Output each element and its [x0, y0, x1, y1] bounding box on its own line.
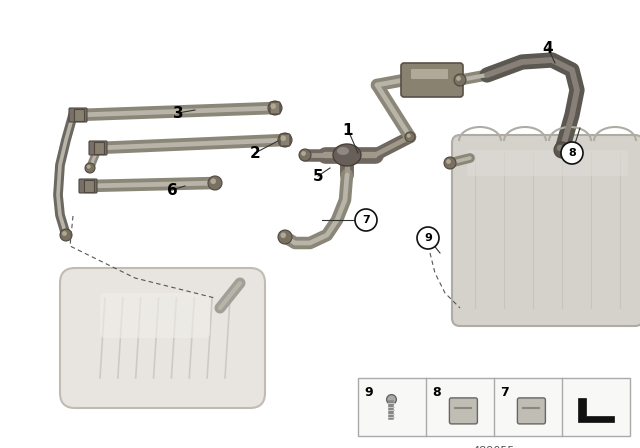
- Text: 489055: 489055: [473, 446, 515, 448]
- Text: 1: 1: [343, 122, 353, 138]
- Text: 3: 3: [173, 105, 183, 121]
- Circle shape: [87, 165, 91, 169]
- Text: 8: 8: [432, 386, 440, 399]
- Circle shape: [417, 227, 439, 249]
- Text: 6: 6: [166, 182, 177, 198]
- Circle shape: [301, 151, 306, 156]
- Text: 5: 5: [313, 168, 323, 184]
- Circle shape: [211, 178, 216, 184]
- Circle shape: [278, 133, 292, 147]
- Circle shape: [557, 145, 563, 151]
- Circle shape: [268, 101, 282, 115]
- FancyBboxPatch shape: [280, 134, 290, 146]
- Circle shape: [299, 149, 311, 161]
- FancyBboxPatch shape: [79, 179, 97, 193]
- Circle shape: [561, 142, 583, 164]
- Circle shape: [280, 135, 286, 141]
- Circle shape: [554, 142, 570, 158]
- Circle shape: [407, 134, 411, 138]
- Circle shape: [405, 132, 415, 142]
- Polygon shape: [74, 109, 84, 121]
- FancyBboxPatch shape: [411, 69, 448, 79]
- Ellipse shape: [337, 147, 349, 155]
- Circle shape: [278, 230, 292, 244]
- FancyBboxPatch shape: [89, 141, 107, 155]
- Circle shape: [60, 229, 72, 241]
- Ellipse shape: [333, 144, 361, 166]
- Text: 2: 2: [250, 146, 260, 160]
- Text: 8: 8: [568, 148, 576, 158]
- Bar: [358, 378, 630, 436]
- FancyBboxPatch shape: [270, 102, 280, 114]
- Circle shape: [454, 74, 466, 86]
- FancyBboxPatch shape: [401, 63, 463, 97]
- FancyBboxPatch shape: [467, 150, 628, 176]
- FancyBboxPatch shape: [100, 293, 210, 338]
- FancyBboxPatch shape: [69, 108, 87, 122]
- Circle shape: [280, 233, 286, 238]
- FancyBboxPatch shape: [60, 268, 265, 408]
- Circle shape: [456, 76, 461, 81]
- FancyBboxPatch shape: [517, 398, 545, 424]
- Text: 9: 9: [424, 233, 432, 243]
- Polygon shape: [94, 142, 104, 154]
- Circle shape: [444, 157, 456, 169]
- Circle shape: [446, 159, 451, 164]
- Circle shape: [62, 231, 67, 236]
- Text: 9: 9: [364, 386, 372, 399]
- FancyBboxPatch shape: [452, 135, 640, 326]
- Circle shape: [271, 103, 276, 109]
- FancyBboxPatch shape: [449, 398, 477, 424]
- Text: 7: 7: [362, 215, 370, 225]
- Polygon shape: [578, 398, 614, 422]
- Circle shape: [85, 163, 95, 173]
- Text: 4: 4: [543, 40, 554, 56]
- Polygon shape: [84, 180, 94, 192]
- Text: 7: 7: [500, 386, 509, 399]
- Circle shape: [208, 176, 222, 190]
- Circle shape: [355, 209, 377, 231]
